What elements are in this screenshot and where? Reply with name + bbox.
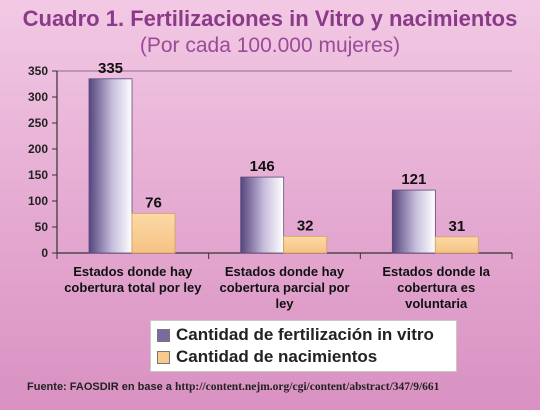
legend-label-fertilization: Cantidad de fertilización in vitro [176,325,434,344]
bar-chart: 0 50 100 150 200 250 300 350 335 76 Estados donde… [28,60,513,311]
y-tick-label: 250 [28,116,48,130]
data-label: 76 [145,194,162,211]
bar-births [283,235,328,254]
legend-label-births: Cantidad de nacimientos [176,347,378,366]
y-tick-label: 50 [35,220,49,234]
y-tick-label: 350 [28,64,48,78]
x-category-label: Estados donde hay [73,264,193,279]
source-note: Fuente: FAOSDIR en base a http://content… [27,381,439,393]
bar-fertilization [88,78,133,254]
data-label: 335 [98,60,123,77]
legend-item-fertilization: Cantidad de fertilización in vitro [157,324,434,346]
x-category-label: cobertura parcial por [219,280,349,295]
legend-item-births: Cantidad de nacimientos [157,346,377,368]
chart-legend: Cantidad de fertilización in vitro Canti… [150,320,457,372]
x-category-label: cobertura total por ley [64,280,202,295]
x-category-label: ley [275,296,294,311]
x-category-label: voluntaria [405,296,468,311]
data-label: 146 [250,158,275,175]
chart-title: Cuadro 1. Fertilizaciones in Vitro y nac… [22,6,518,31]
legend-swatch-births [157,350,170,364]
bar-fertilization [391,189,436,254]
data-label: 31 [448,218,465,235]
bar-births [434,236,479,254]
bar-births [131,213,176,254]
source-url[interactable]: http://content.nejm.org/cgi/content/abst… [174,381,440,393]
data-label: 32 [297,217,314,234]
y-tick-label: 150 [28,168,48,182]
y-tick-label: 200 [28,142,48,156]
source-label: Fuente: FAOSDIR en base a [27,381,172,393]
x-category-label: Estados donde la [382,264,490,279]
legend-swatch-fertilization [157,328,170,342]
bar-fertilization [240,176,285,254]
y-tick-label: 100 [28,194,48,208]
chart-subtitle: (Por cada 100.000 mujeres) [139,34,401,57]
y-tick-label: 0 [41,246,48,260]
y-tick-label: 300 [28,90,48,104]
x-category-label: Estados donde hay [225,264,345,279]
x-category-label: cobertura es [397,280,475,295]
data-label: 121 [401,171,426,188]
